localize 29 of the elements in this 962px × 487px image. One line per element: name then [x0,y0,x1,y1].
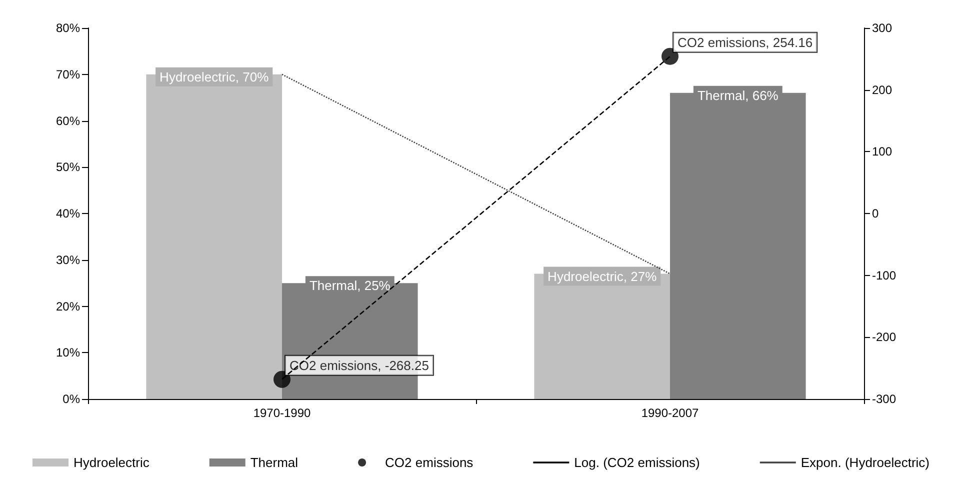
y-tick-label: 40% [56,206,80,220]
y2-tick-label: -300 [872,392,896,406]
data-label: Thermal, 66% [697,88,779,103]
legend-label: Log. (CO2 emissions) [574,455,700,470]
data-label: CO2 emissions, 254.16 [678,34,813,50]
y2-tick-label: 200 [872,82,892,97]
data-label: Hydroelectric, 70% [160,69,270,84]
y-tick-label: 70% [56,67,80,82]
y2-tick-label: 0 [872,206,879,220]
legend-label: Thermal [250,455,298,470]
data-label: CO2 emissions, -268.25 [290,358,429,373]
legend-label: Expon. (Hydroelectric) [800,455,930,470]
y2-tick-label: -100 [872,268,896,282]
y-tick-label: 20% [56,299,80,314]
legend-label: CO2 emissions [385,455,474,470]
data-label: Thermal, 25% [309,278,391,294]
y2-tick-label: 300 [872,21,892,35]
y-tick-label: 30% [56,252,80,267]
data-label: Hydroelectric, 27% [548,268,658,284]
y-tick-label: 50% [56,160,80,174]
legend-label: Hydroelectric [74,455,150,470]
y-tick-label: 80% [56,21,80,35]
y-tick-label: 0% [62,392,80,406]
x-tick-label: 1990-2007 [641,406,700,420]
x-tick-label: 1970-1990 [253,406,312,420]
y2-tick-label: -200 [872,330,896,344]
y-tick-label: 10% [56,346,80,360]
y-tick-label: 60% [56,114,80,128]
y2-tick-label: 100 [872,144,892,159]
